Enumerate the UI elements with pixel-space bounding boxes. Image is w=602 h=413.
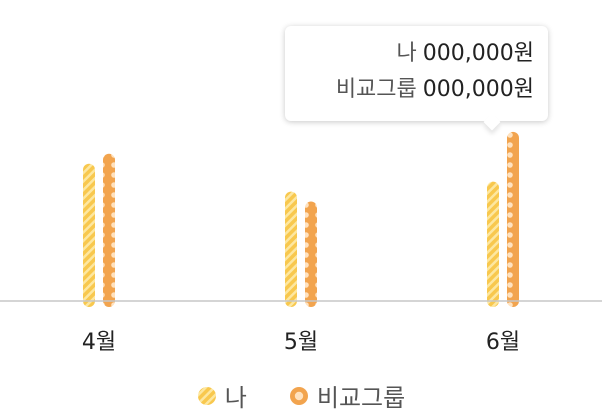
legend-label: 비교그룹 (316, 384, 406, 412)
chart-legend: 나 비교그룹 (0, 378, 602, 413)
tooltip-row-compare-group: 비교그룹 000,000원 (299, 72, 534, 108)
tooltip-series-name: 나 (396, 41, 417, 66)
x-tick-label-may: 5월 (283, 330, 319, 355)
bar-compare-group-4[interactable] (103, 153, 115, 307)
bar-me-5[interactable] (285, 191, 297, 307)
tooltip-value: 000,000원 (422, 41, 534, 66)
tooltip-row-me: 나 000,000원 (299, 36, 534, 72)
dotted-circle-icon (289, 386, 308, 405)
bar-compare-group-5[interactable] (305, 201, 317, 307)
x-tick-label-april: 4월 (81, 330, 117, 355)
legend-label: 나 (224, 384, 247, 412)
bar-me-6[interactable] (487, 181, 499, 307)
tooltip-value: 000,000원 (422, 77, 534, 102)
legend-item-me[interactable]: 나 (197, 378, 247, 413)
tooltip-series-name: 비교그룹 (335, 77, 417, 102)
x-tick-label-june: 6월 (485, 330, 521, 355)
chart-tooltip: 나 000,000원 비교그룹 000,000원 (285, 26, 548, 121)
striped-circle-icon (197, 386, 216, 405)
bar-compare-group-6[interactable] (507, 131, 519, 307)
bar-me-4[interactable] (83, 163, 95, 307)
legend-item-compare-group[interactable]: 비교그룹 (289, 378, 405, 413)
